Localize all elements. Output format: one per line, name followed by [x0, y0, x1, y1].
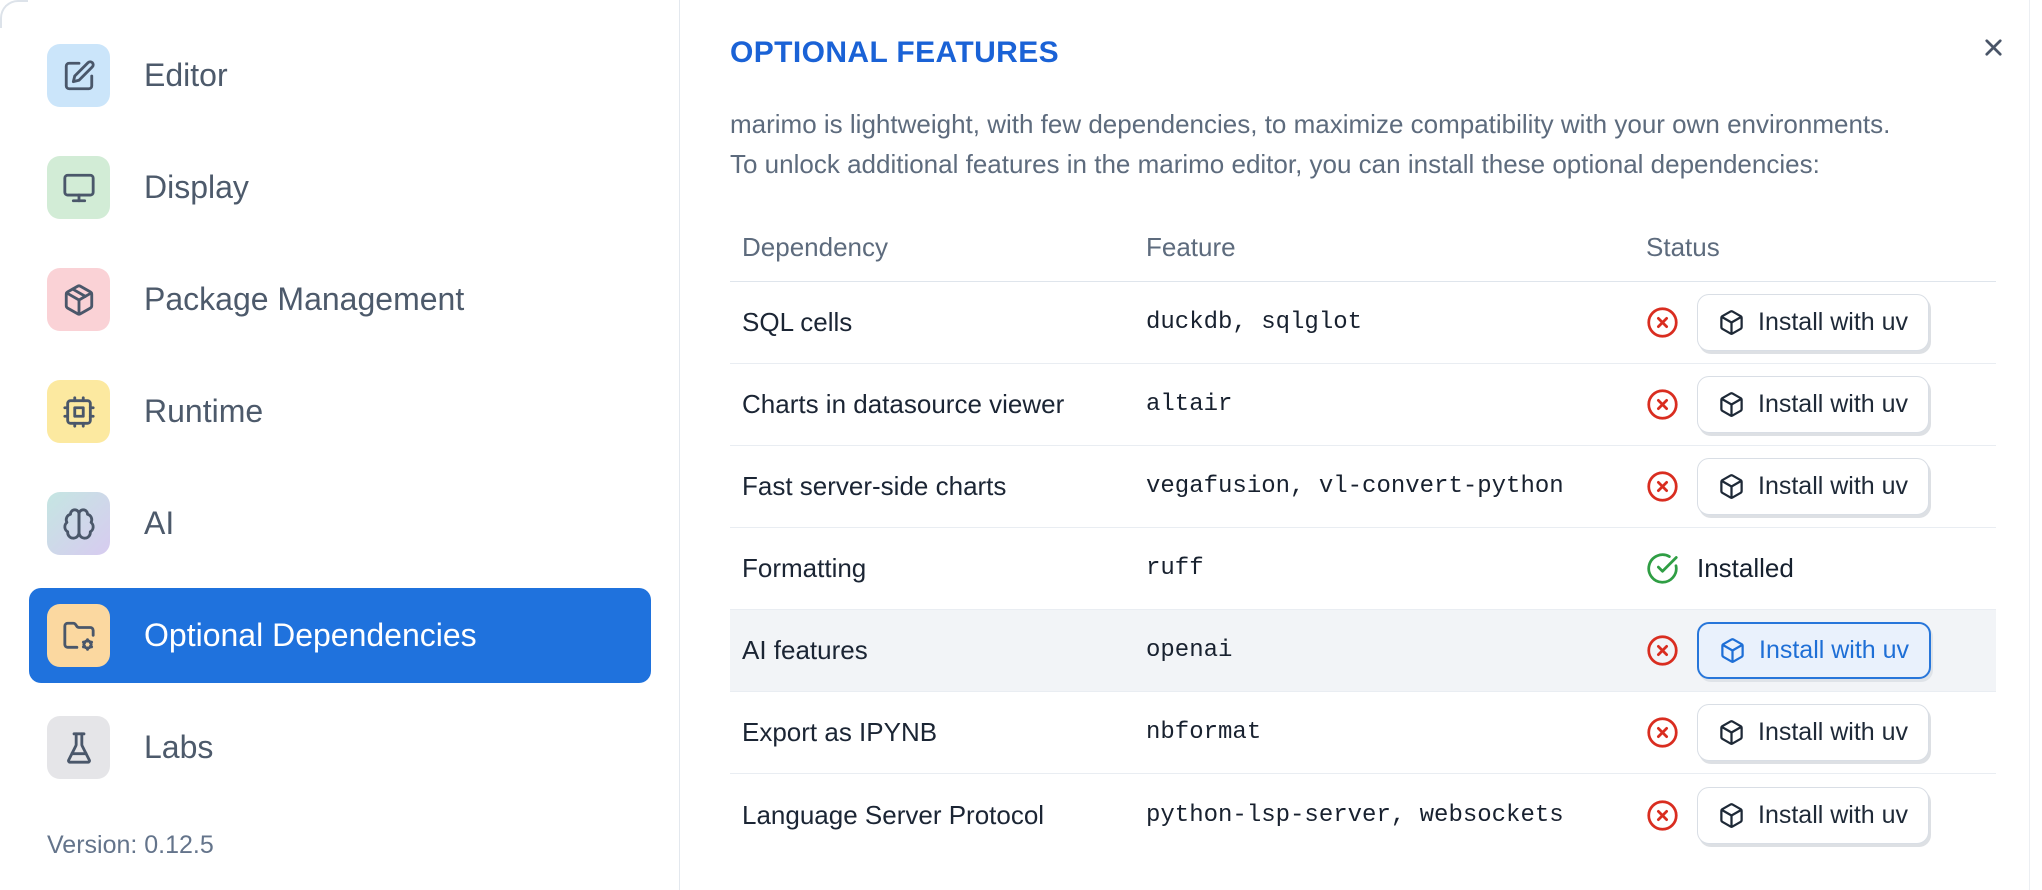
table-header: Dependency Feature Status: [730, 218, 1996, 282]
column-header-status: Status: [1646, 232, 1720, 262]
circle-x-icon: [1646, 306, 1679, 339]
circle-x-icon: [1646, 716, 1679, 749]
sidebar-item-labs[interactable]: Labs: [29, 700, 651, 795]
flask-icon: [47, 716, 110, 779]
status-cell: Install with uv: [1646, 622, 1984, 679]
pencil-square-icon: [47, 44, 110, 107]
box-icon: [1720, 802, 1743, 828]
cpu-icon: [47, 380, 110, 443]
install-with-uv-button[interactable]: Install with uv: [1697, 622, 1932, 679]
optional-features-panel: OPTIONAL FEATURES marimo is lightweight,…: [680, 0, 2042, 890]
install-with-uv-button[interactable]: Install with uv: [1697, 704, 1930, 761]
install-button-label: Install with uv: [1758, 308, 1909, 336]
optional-features-table: Dependency Feature Status SQL cells duck…: [730, 218, 1996, 856]
circle-x-icon: [1646, 470, 1679, 503]
close-button[interactable]: [1976, 30, 2010, 64]
dependency-cell: Formatting: [742, 553, 867, 583]
install-button-label: Install with uv: [1758, 390, 1909, 418]
version-label: Version: 0.12.5: [47, 831, 214, 859]
sidebar-item-runtime[interactable]: Runtime: [29, 364, 651, 459]
dependency-cell: Charts in datasource viewer: [742, 389, 1065, 419]
sidebar-item-label: Optional Dependencies: [144, 617, 477, 653]
dialog-corner: [0, 0, 28, 28]
install-button-label: Install with uv: [1758, 472, 1909, 500]
dependency-cell: Language Server Protocol: [742, 799, 1045, 830]
sidebar-item-label: Labs: [144, 729, 214, 765]
circle-x-icon: [1646, 388, 1679, 421]
status-cell: Install with uv: [1646, 294, 1984, 351]
package-icon: [47, 268, 110, 331]
feature-cell: nbformat: [1146, 719, 1262, 746]
feature-cell: ruff: [1146, 555, 1204, 582]
box-icon: [1720, 310, 1743, 335]
install-with-uv-button[interactable]: Install with uv: [1697, 294, 1930, 351]
status-cell: Install with uv: [1646, 376, 1984, 433]
table-row: Export as IPYNB nbformat Install with uv: [730, 692, 1996, 774]
installed-status-label: Installed: [1697, 553, 1794, 583]
sidebar-item-label: Runtime: [144, 393, 264, 429]
install-with-uv-button[interactable]: Install with uv: [1697, 786, 1930, 844]
feature-cell: python-lsp-server, websockets: [1146, 801, 1564, 829]
sidebar-item-display[interactable]: Display: [29, 140, 651, 235]
dependency-cell: Export as IPYNB: [742, 717, 938, 747]
status-cell: Install with uv: [1646, 704, 1984, 761]
install-button-label: Install with uv: [1758, 718, 1909, 746]
monitor-icon: [47, 156, 110, 219]
feature-cell: duckdb, sqlglot: [1146, 309, 1363, 336]
table-row: Charts in datasource viewer altair Insta…: [730, 364, 1996, 446]
sidebar-item-label: Display: [144, 169, 249, 205]
settings-sidebar: Editor Display Package Management Runtim…: [0, 0, 680, 890]
dependency-cell: Fast server-side charts: [742, 471, 1007, 501]
status-cell: Install with uv: [1646, 786, 1984, 844]
circle-check-icon: [1646, 552, 1679, 585]
dependency-cell: SQL cells: [742, 307, 853, 337]
sidebar-item-label: AI: [144, 505, 175, 541]
box-icon: [1721, 638, 1744, 663]
install-button-label: Install with uv: [1758, 800, 1909, 829]
feature-cell: openai: [1146, 637, 1233, 664]
circle-x-icon: [1646, 799, 1679, 832]
sidebar-item-optional-dependencies[interactable]: Optional Dependencies: [29, 588, 651, 683]
column-header-dependency: Dependency: [742, 232, 888, 262]
feature-cell: vegafusion, vl-convert-python: [1146, 473, 1564, 500]
install-button-label: Install with uv: [1759, 636, 1910, 664]
circle-x-icon: [1646, 634, 1679, 667]
table-row: Formatting ruff Installed: [730, 528, 1996, 610]
box-icon: [1720, 392, 1743, 417]
folder-cog-icon: [47, 604, 110, 667]
dependency-cell: AI features: [742, 635, 868, 665]
install-with-uv-button[interactable]: Install with uv: [1697, 458, 1930, 515]
description-line: marimo is lightweight, with few dependen…: [730, 109, 1891, 139]
sidebar-item-ai[interactable]: AI: [29, 476, 651, 571]
status-cell: Install with uv: [1646, 458, 1984, 515]
box-icon: [1720, 474, 1743, 499]
sidebar-item-package-management[interactable]: Package Management: [29, 252, 651, 347]
brain-icon: [47, 492, 110, 555]
status-cell: Installed: [1646, 552, 1984, 585]
install-with-uv-button[interactable]: Install with uv: [1697, 376, 1930, 433]
feature-cell: altair: [1146, 391, 1233, 418]
box-icon: [1720, 720, 1743, 745]
sidebar-item-label: Editor: [144, 57, 228, 93]
table-row: Language Server Protocol python-lsp-serv…: [730, 774, 1996, 856]
description-line: To unlock additional features in the mar…: [730, 149, 1820, 179]
sidebar-item-editor[interactable]: Editor: [29, 28, 651, 123]
page-title: OPTIONAL FEATURES: [730, 36, 1060, 69]
table-row: Fast server-side charts vegafusion, vl-c…: [730, 446, 1996, 528]
sidebar-item-label: Package Management: [144, 281, 465, 317]
table-row: SQL cells duckdb, sqlglot Install with u…: [730, 282, 1996, 364]
column-header-feature: Feature: [1146, 232, 1236, 262]
table-row: AI features openai Install with uv: [730, 610, 1996, 692]
x-icon: [1984, 38, 2002, 56]
panel-description: marimo is lightweight, with few dependen…: [730, 104, 1996, 184]
